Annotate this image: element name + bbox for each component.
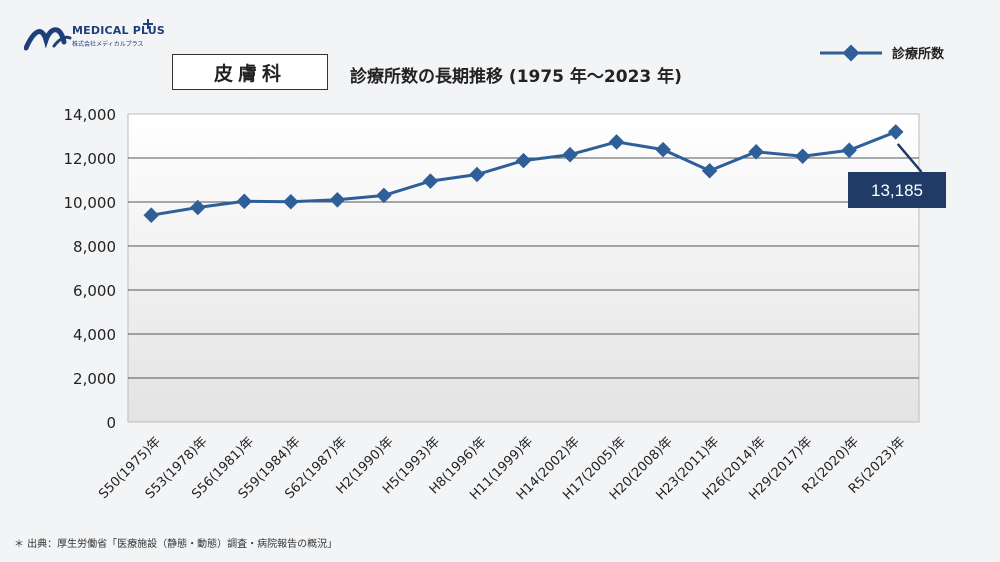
logo-subtitle: 株式会社メディカルプラス [72,41,144,48]
data-point [190,199,206,216]
source-footnote: ＊ 出典：厚生労働省「医療施設（静態・動態）調査・病院報告の概況」 [14,539,338,550]
legend-label: 診療所数 [892,46,945,62]
y-tick-label: 12,000 [64,150,117,168]
y-tick-label: 14,000 [64,106,117,124]
y-tick-label: 2,000 [73,370,116,388]
series-points [143,124,904,223]
legend-marker [842,44,860,62]
data-point [608,134,625,150]
department-label: 皮膚科 [172,54,328,90]
y-tick-label: 10,000 [64,194,117,212]
logo-plus-icon [143,19,153,29]
y-tick-label: 6,000 [73,282,116,300]
callout-label: 13,185 [871,181,923,200]
chart-title: 診療所数の長期推移 (1975 年～2023 年) [350,67,682,87]
data-point [469,166,485,183]
data-point [329,192,346,208]
y-tick-label: 0 [106,414,116,432]
data-point [143,207,160,223]
y-axis-ticks: 14,000 12,000 10,000 8,000 6,000 4,000 2,000 0 [64,106,117,432]
data-point [376,187,392,204]
data-point [562,146,578,163]
gridlines [128,157,919,379]
callout-pointer [896,143,923,173]
data-point [515,152,532,169]
data-point [701,162,718,179]
y-tick-label: 4,000 [73,326,116,344]
data-point [794,148,811,165]
data-point [236,193,253,210]
medical-plus-logo [24,27,72,51]
y-tick-label: 8,000 [73,238,116,256]
x-axis-ticks: S50(1975)年S53(1978)年S56(1981)年S59(1984)年… [96,434,908,503]
logo-name: MEDICAL PLUS [72,24,166,37]
data-point [748,144,764,160]
data-point [422,173,439,189]
legend: 診療所数 [820,44,945,62]
callout-box [848,172,946,208]
data-point [655,141,671,158]
data-point [841,142,857,159]
data-point [283,194,299,210]
